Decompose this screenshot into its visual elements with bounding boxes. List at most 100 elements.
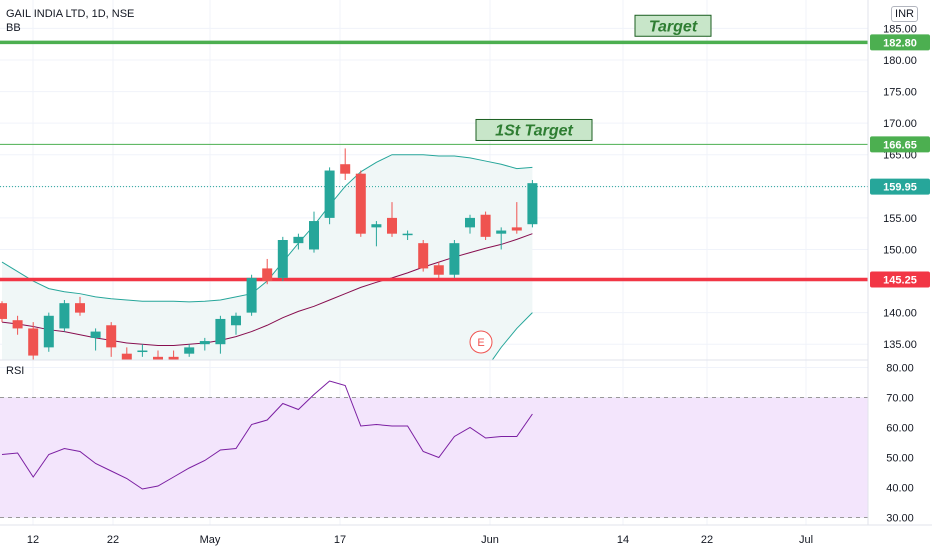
candle (340, 148, 351, 180)
candle (199, 337, 210, 351)
candle-body (43, 315, 54, 348)
rsi-axis: 30.00 40.00 50.00 60.00 70.00 80.00 (886, 363, 914, 525)
candle (43, 312, 54, 352)
candle-body (90, 331, 101, 338)
price-tick-label: 155.00 (883, 213, 917, 225)
price-levels (0, 40, 868, 282)
rsi-tick-label: 70.00 (886, 393, 914, 405)
candle-body (324, 170, 335, 218)
candle-body (12, 320, 23, 329)
candle-body (262, 268, 273, 282)
candle-body (246, 277, 257, 313)
candle-body (511, 227, 522, 231)
level-tag-background (870, 136, 930, 153)
candle (215, 315, 226, 354)
price-tick-label: 140.00 (883, 308, 917, 320)
level-tag: 145.25 (870, 271, 930, 288)
candle-body (449, 243, 460, 275)
candles (0, 148, 538, 360)
candle (28, 322, 39, 360)
rsi-tick-label: 50.00 (886, 453, 914, 465)
candle (511, 202, 522, 234)
level-tag-background (870, 34, 930, 51)
time-axis: 12 22 May 17 Jun 14 22 Jul (27, 534, 813, 546)
target-annotations: Target 1St Target (475, 14, 712, 141)
price-tick-label: 175.00 (883, 87, 917, 99)
candle (12, 315, 23, 335)
candle (75, 296, 85, 316)
candle-body (387, 217, 397, 234)
candle-body (480, 214, 491, 237)
candle (168, 350, 179, 360)
candle-body (340, 164, 351, 174)
candle (480, 211, 491, 240)
candle (0, 301, 7, 323)
rsi-line (1, 380, 533, 490)
currency-badge[interactable]: INR (891, 6, 918, 22)
candle (106, 322, 117, 357)
time-tick-label: 22 (701, 534, 713, 546)
candle (231, 312, 241, 335)
candle-body (402, 233, 413, 236)
annotation-box: Target (634, 14, 712, 37)
candle-body (184, 347, 195, 354)
candle-body (309, 221, 319, 250)
candle (527, 180, 538, 228)
candle (293, 233, 304, 250)
price-tick-label: 165.00 (883, 150, 917, 162)
candle-body (355, 173, 366, 234)
candle (387, 202, 397, 237)
level-tag-label: 159.95 (883, 182, 917, 194)
candle (184, 344, 195, 357)
rsi-tick-label: 30.00 (886, 513, 914, 525)
candle-body (277, 240, 288, 278)
candle-body (433, 265, 444, 275)
candle-body (215, 318, 226, 345)
level-tag-label: 182.80 (883, 37, 917, 49)
time-tick-label: Jun (481, 534, 499, 546)
time-tick-label: May (200, 534, 221, 546)
candle (355, 170, 366, 237)
bollinger-basis-line (1, 233, 533, 346)
price-tick-label: 185.00 (883, 23, 917, 35)
candle (59, 300, 70, 332)
candle (121, 347, 132, 360)
symbol-title: GAIL INDIA LTD, 1D, NSE (6, 8, 135, 20)
time-tick-label: 22 (107, 534, 119, 546)
price-tick-label: 135.00 (883, 339, 917, 351)
level-tag-label: 145.25 (883, 274, 917, 286)
candle (309, 211, 319, 253)
candle-body (465, 217, 475, 228)
candle-body (121, 353, 132, 360)
bollinger-fill (2, 154, 533, 360)
time-tick-label: 17 (334, 534, 346, 546)
candle-body (293, 236, 304, 244)
rsi-pane (0, 380, 868, 518)
candle-body (75, 303, 85, 313)
candle-body (168, 356, 179, 360)
price-level-tags: 182.80 166.65 159.95 145.25 (870, 34, 930, 288)
candle-body (418, 243, 429, 269)
time-tick-label: 12 (27, 534, 39, 546)
candle-body (106, 325, 117, 348)
level-tag: 182.80 (870, 34, 930, 51)
rsi-indicator-label: RSI (6, 365, 25, 377)
candle-body (137, 350, 148, 353)
candle-body (371, 224, 382, 228)
candle (137, 344, 148, 357)
rsi-tick-label: 80.00 (886, 363, 914, 375)
level-tag-background (870, 271, 930, 288)
candle (371, 221, 382, 247)
price-tick-label: 180.00 (883, 55, 917, 67)
candle-body (231, 315, 241, 326)
annotation-box: 1St Target (475, 118, 593, 141)
earnings-marker-circle (469, 330, 493, 354)
candle (496, 227, 507, 250)
candle-body (0, 303, 7, 319)
candle (277, 236, 288, 282)
candle (324, 167, 335, 225)
earnings-marker-label: E (477, 337, 484, 349)
level-tag-label: 166.65 (883, 139, 917, 151)
candle (433, 262, 444, 278)
